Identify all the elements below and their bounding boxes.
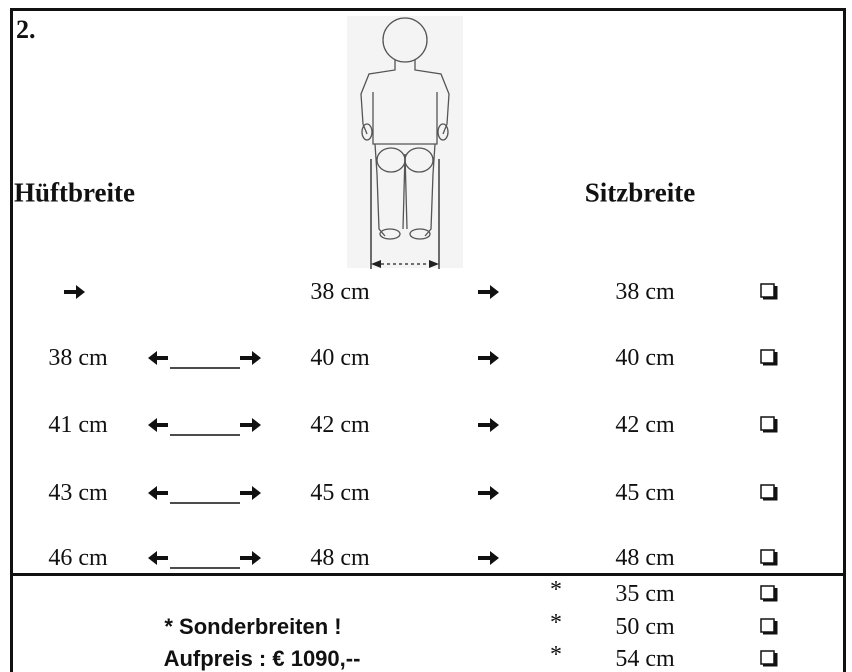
hip-width: 38 cm	[48, 346, 107, 370]
arrow-right	[478, 550, 500, 566]
hip-width: 43 cm	[48, 481, 107, 505]
range-width: 40 cm	[310, 346, 369, 370]
form-page: 2. Hüftbreite Sitzbreite 38 cm 38 cm 38 cm…	[0, 0, 852, 672]
checkbox	[760, 549, 778, 567]
range-arrow	[148, 485, 264, 507]
seat-width: 48 cm	[615, 546, 674, 570]
range-width: 45 cm	[310, 481, 369, 505]
checkbox	[760, 283, 778, 301]
checkbox	[760, 484, 778, 502]
option-width: 35 cm	[615, 582, 674, 606]
range-arrow	[148, 550, 264, 572]
arrow-right	[478, 417, 500, 433]
seat-width: 45 cm	[615, 481, 674, 505]
option-marker: *	[550, 643, 562, 667]
option-marker: *	[550, 578, 562, 602]
special-price: Aufpreis : € 1090,--	[164, 648, 361, 670]
seated-figure	[345, 14, 465, 272]
checkbox	[760, 416, 778, 434]
checkbox	[760, 618, 778, 636]
checkbox	[760, 585, 778, 603]
seat-width: 40 cm	[615, 346, 674, 370]
hip-width: 46 cm	[48, 546, 107, 570]
arrow-right	[478, 485, 500, 501]
divider	[10, 573, 846, 576]
range-width: 42 cm	[310, 413, 369, 437]
range-arrow	[148, 417, 264, 439]
special-note: * Sonderbreiten !	[164, 616, 341, 638]
seat-header: Sitzbreite	[585, 180, 695, 207]
range-width: 38 cm	[310, 280, 369, 304]
arrow-right	[478, 350, 500, 366]
seat-width: 38 cm	[615, 280, 674, 304]
option-marker: *	[550, 611, 562, 635]
checkbox	[760, 650, 778, 668]
arrow-right	[64, 284, 86, 300]
checkbox	[760, 349, 778, 367]
hip-header: Hüftbreite	[14, 180, 135, 207]
option-width: 54 cm	[615, 647, 674, 671]
section-number: 2.	[16, 17, 36, 43]
range-arrow	[148, 350, 264, 372]
hip-width: 41 cm	[48, 413, 107, 437]
arrow-right	[478, 284, 500, 300]
option-width: 50 cm	[615, 615, 674, 639]
range-width: 48 cm	[310, 546, 369, 570]
seat-width: 42 cm	[615, 413, 674, 437]
